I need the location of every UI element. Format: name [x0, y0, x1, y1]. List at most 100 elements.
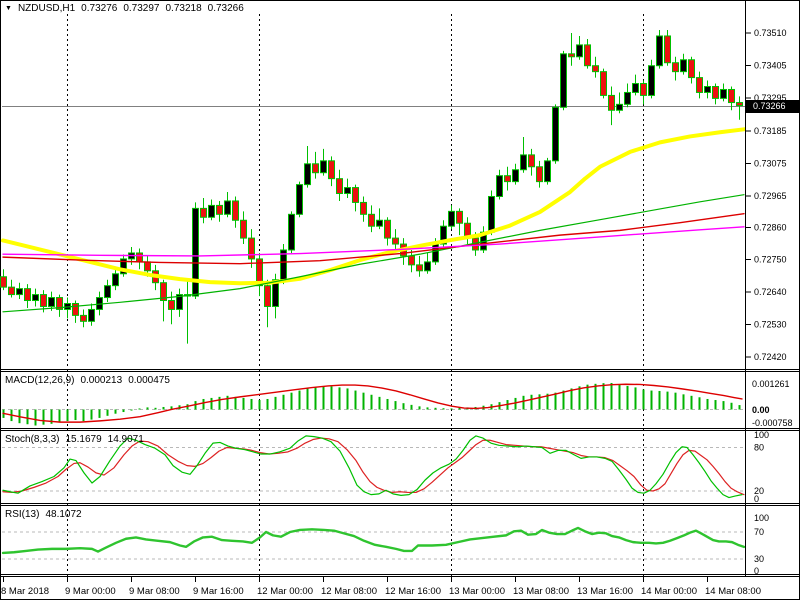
candle-body [416, 264, 423, 272]
candle-body [544, 160, 551, 183]
chart-title: ▼ NZDUSD,H1 0.73276 0.73297 0.73218 0.73266 [5, 3, 244, 14]
candle-body [120, 258, 127, 275]
price-axis-label: 0.73510 [754, 28, 787, 38]
candle-body [16, 288, 23, 296]
candle-body [360, 201, 367, 215]
rsi-pane-label: RSI(13) 48.1072 [5, 509, 82, 520]
candle-body [112, 273, 119, 287]
candle-body [176, 294, 183, 310]
price-axis-label: 0.73295 [754, 93, 787, 103]
candle-body [144, 261, 151, 272]
candle-body [272, 279, 279, 307]
candle-body [680, 59, 687, 73]
candle-body [592, 65, 599, 73]
stoch-axis-label: 0 [754, 494, 759, 504]
price-axis-label: 0.73405 [754, 61, 787, 71]
candle-body [640, 83, 647, 96]
candle-body [312, 163, 319, 174]
candle-body [168, 300, 175, 310]
rsi-axis-label: 70 [754, 527, 764, 537]
rsi-axis-label: 30 [754, 554, 764, 564]
candle-body [160, 282, 167, 302]
candle-body [488, 195, 495, 233]
stoch-value-d: 14.9071 [107, 434, 144, 445]
candle-body [504, 175, 511, 183]
candle-body [720, 88, 727, 99]
candle-body [440, 225, 447, 245]
candle-body [528, 154, 535, 168]
candle-body [376, 219, 383, 227]
symbol-timeframe-label: NZDUSD,H1 [17, 3, 76, 14]
ma-magenta-slow [2, 226, 745, 257]
candle-body [712, 86, 719, 99]
candle-body [648, 65, 655, 96]
candle-body [624, 91, 631, 105]
candle-body [656, 35, 663, 67]
time-axis-label: 9 Mar 08:00 [129, 586, 180, 597]
candle-body [264, 285, 271, 307]
price-axis-label: 0.73075 [754, 159, 787, 169]
candle-body [328, 160, 335, 180]
candle-body [24, 288, 31, 302]
rsi-value: 48.1072 [45, 509, 82, 520]
time-axis-label: 9 Mar 16:00 [193, 586, 244, 597]
candle-body [520, 154, 527, 171]
candle-body [208, 204, 215, 218]
candle-body [8, 286, 15, 296]
price-axis-label: 0.73185 [754, 126, 787, 136]
time-axis-label: 9 Mar 00:00 [65, 586, 116, 597]
candle-body [336, 178, 343, 195]
candle-body [384, 219, 391, 239]
candle-body [424, 261, 431, 272]
candle-body [536, 166, 543, 183]
candle-body [632, 83, 639, 93]
price-axis-label: 0.72860 [754, 223, 787, 233]
candle-body [368, 213, 375, 227]
candle-body [552, 106, 559, 162]
candle-body [696, 77, 703, 93]
stoch-value-k: 15.1679 [65, 434, 102, 445]
candle-body [512, 169, 519, 183]
macd-value-signal: 0.000475 [128, 375, 170, 386]
candle-body [192, 207, 199, 297]
candle-body [88, 308, 95, 322]
candle-body [136, 252, 143, 263]
ohlc-close: 0.73266 [207, 3, 244, 14]
symbol-marker-icon: ▼ [5, 5, 12, 12]
ohlc-low: 0.73218 [165, 3, 202, 14]
candle-body [216, 204, 223, 215]
stoch-axis-label: 20 [754, 486, 764, 496]
candle-body [736, 102, 743, 107]
candle-body [200, 207, 207, 218]
candle-body [56, 297, 63, 310]
candle-body [392, 237, 399, 245]
candle-body [48, 297, 55, 307]
candle-body [240, 219, 247, 239]
price-axis-label: 0.72530 [754, 320, 787, 330]
candle-body [104, 285, 111, 299]
rsi-axis-label: 0 [754, 566, 759, 576]
time-axis-label: 14 Mar 08:00 [705, 586, 761, 597]
candle-body [256, 258, 263, 287]
candle-body [672, 62, 679, 73]
stoch-d-line [2, 437, 745, 496]
candle-body [616, 103, 623, 111]
macd-pane-label: MACD(12,26,9) 0.000213 0.000475 [5, 375, 170, 386]
candle-body [448, 210, 455, 227]
rsi-axis-label: 100 [754, 513, 769, 523]
candle-body [568, 53, 575, 58]
candle-body [40, 294, 47, 307]
candle-body [0, 276, 7, 288]
price-axis-label: 0.72965 [754, 191, 787, 201]
candle-body [496, 175, 503, 197]
candle-body [72, 302, 79, 316]
candle-body [408, 255, 415, 266]
current-price-box: 0.73266 [746, 100, 800, 113]
candle-body [344, 187, 351, 195]
candle-body [248, 237, 255, 260]
time-axis-label: 12 Mar 08:00 [321, 586, 377, 597]
time-axis-label: 13 Mar 08:00 [513, 586, 569, 597]
